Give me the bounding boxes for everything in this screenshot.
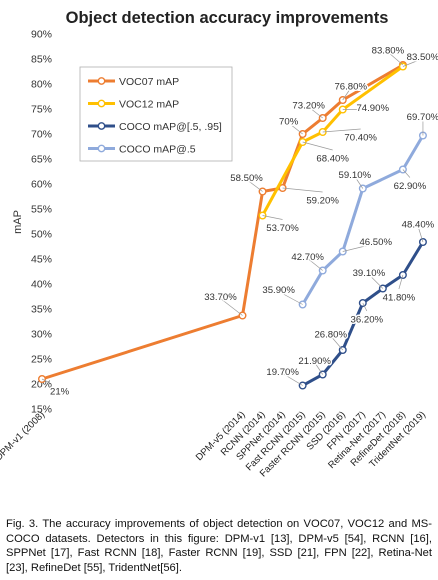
legend-label: VOC07 mAP — [119, 76, 179, 88]
data-label: 73.20% — [292, 101, 325, 112]
y-tick-label: 70% — [31, 129, 52, 141]
label-leader-line — [307, 258, 323, 271]
label-leader-line — [402, 169, 411, 178]
data-label: 36.20% — [351, 315, 384, 326]
legend-item-coco-map-5-95: COCO mAP@[.5, .95] — [88, 121, 222, 133]
y-tick-label: 30% — [31, 329, 52, 341]
label-leader-line — [262, 215, 283, 220]
x-axis: DPM-v1 (2008) DPM-v5 (2014)RCNN (2014)SPP… — [0, 409, 428, 479]
data-label: 46.50% — [359, 237, 392, 248]
data-label: 21% — [50, 387, 70, 398]
y-axis: 15%20%25%30%35%40%45%50%55%60%65%70%75%8… — [31, 29, 52, 416]
data-label: 83.50% — [407, 52, 438, 63]
y-tick-label: 85% — [31, 54, 52, 66]
data-label: 59.10% — [339, 170, 372, 181]
data-label: 21.90% — [298, 356, 331, 367]
data-label: 76.80% — [334, 82, 367, 93]
data-label: 19.70% — [266, 367, 299, 378]
y-tick-label: 80% — [31, 79, 52, 91]
data-point — [398, 271, 407, 280]
label-leader-line — [368, 274, 384, 289]
data-label: 35.90% — [262, 285, 295, 296]
legend-marker — [97, 122, 106, 130]
label-leader-line — [330, 335, 344, 351]
data-label: 39.10% — [353, 268, 386, 279]
data-label: 83.80% — [372, 46, 405, 57]
data-label: 58.50% — [230, 173, 263, 184]
label-leader-line — [288, 122, 303, 135]
label-leader-line — [282, 373, 303, 386]
y-tick-label: 25% — [31, 354, 52, 366]
series-line — [301, 134, 425, 306]
data-label: 48.40% — [402, 220, 435, 231]
label-leader-line — [282, 187, 323, 193]
y-tick-label: 15% — [31, 404, 52, 416]
label-leader-line — [246, 179, 263, 192]
label-leader-line — [41, 378, 51, 384]
legend-marker — [97, 77, 106, 85]
data-label: 74.90% — [356, 103, 389, 114]
legend-box — [79, 66, 233, 162]
legend-marker — [97, 144, 106, 153]
label-leader-line — [302, 141, 333, 151]
data-label: 62.90% — [394, 181, 427, 192]
legend-label: COCO mAP@[.5, .95] — [119, 121, 222, 133]
data-label: 70.40% — [344, 133, 377, 144]
legend-item-coco-map-5: COCO mAP@.5 — [88, 144, 196, 156]
legend-item-voc12-map: VOC12 mAP — [88, 99, 179, 111]
label-leader-line — [314, 362, 323, 375]
label-leader-line — [342, 87, 352, 101]
y-tick-label: 75% — [31, 104, 52, 116]
y-tick-label: 50% — [31, 229, 52, 241]
data-label: 53.70% — [266, 223, 299, 234]
data-label: 69.70% — [407, 112, 438, 123]
data-label: 42.70% — [291, 252, 324, 263]
label-leader-line — [354, 176, 364, 189]
chart: Object detection accuracy improvements m… — [0, 9, 438, 479]
y-tick-label: 40% — [31, 279, 52, 291]
y-tick-label: 55% — [31, 204, 52, 216]
y-tick-label: 45% — [31, 254, 52, 266]
data-label: 59.20% — [306, 196, 339, 207]
label-leader-line — [398, 274, 404, 290]
label-leader-line — [387, 51, 404, 66]
y-tick-label: 90% — [31, 29, 52, 41]
x-tick-label: DPM-v1 (2008) — [0, 409, 47, 463]
label-leader-line — [342, 243, 376, 252]
legend-label: COCO mAP@.5 — [119, 144, 196, 156]
data-label: 70% — [279, 117, 299, 128]
label-leader-line — [362, 302, 368, 312]
series-line — [261, 65, 404, 217]
legend-item-voc07-map: VOC07 mAP — [88, 76, 179, 88]
data-label: 41.80% — [383, 293, 416, 304]
data-label: 33.70% — [204, 292, 237, 303]
y-tick-label: 35% — [31, 304, 52, 316]
y-tick-label: 65% — [31, 154, 52, 166]
y-axis-label: mAP — [12, 210, 24, 234]
label-leader-line — [220, 298, 243, 316]
data-label: 26.80% — [314, 330, 347, 341]
label-leader-line — [322, 128, 361, 133]
label-leader-line — [402, 58, 424, 67]
data-point — [298, 381, 307, 390]
data-labels: 21% 33.70% 58.50% 59.20% 70% 73.20% 76.80% 83.8… — [41, 44, 438, 399]
y-tick-label: 60% — [31, 179, 52, 191]
label-leader-line — [308, 106, 323, 119]
label-leader-line — [278, 291, 303, 305]
legend-marker — [97, 99, 106, 108]
label-leader-line — [417, 225, 424, 243]
legend: VOC07 mAP VOC12 mAP COCO mAP@[.5, .95] COCO… — [79, 66, 233, 162]
figure-caption: Fig. 3. The accuracy improvements of obj… — [6, 518, 432, 574]
chart-title: Object detection accuracy improvements — [66, 9, 389, 27]
data-label: 68.40% — [316, 154, 349, 165]
data-point — [298, 300, 307, 309]
legend-label: VOC12 mAP — [119, 99, 179, 111]
data-point — [298, 129, 307, 138]
